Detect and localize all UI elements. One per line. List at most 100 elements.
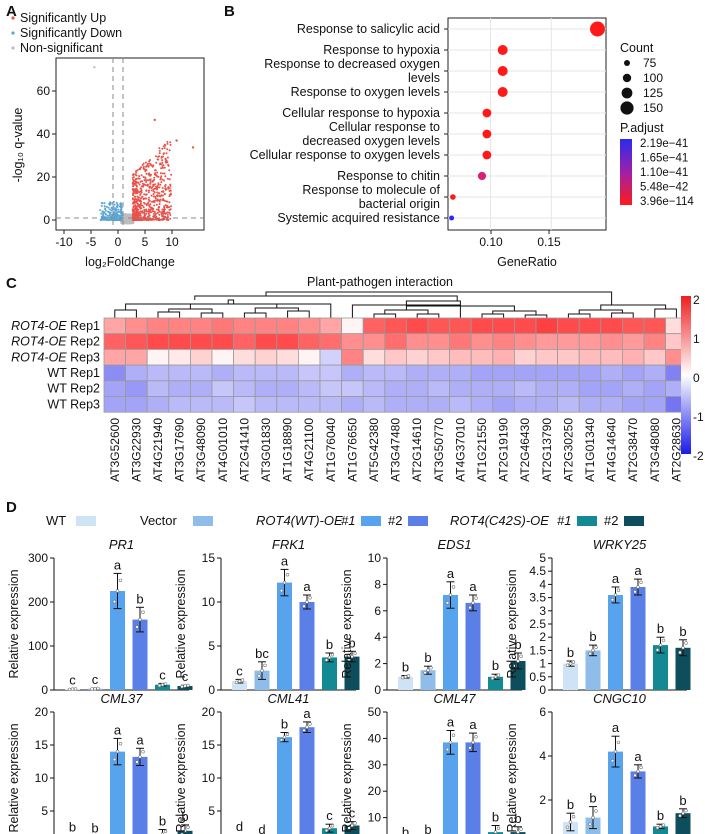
up-point: [135, 206, 138, 209]
heatmap-cell: [449, 364, 472, 382]
heatmap-cell: [297, 396, 321, 413]
y-tick: 0: [43, 213, 50, 227]
up-point: [138, 177, 141, 180]
y-tick-label: 5: [208, 804, 215, 818]
up-point: [164, 193, 166, 196]
up-point: [169, 192, 172, 195]
heatmap-cell: [233, 380, 256, 397]
panel-label-b: B: [224, 3, 235, 20]
heatmap-cell: [211, 380, 235, 397]
up-point: [163, 166, 166, 169]
replicate-dot: [279, 588, 284, 593]
heatmap-cell: [168, 396, 191, 413]
heatmap-cell: [470, 333, 494, 350]
down-point: [105, 218, 108, 221]
heatmap-row-label: WT Rep2: [47, 382, 100, 396]
term-label: Cellular response to: [329, 120, 440, 134]
heatmap-cell: [319, 380, 343, 397]
down-point: [120, 208, 123, 211]
y-tick-label: 0.5: [529, 670, 546, 684]
y-tick-label: 6: [539, 705, 546, 719]
replicate-dot: [681, 646, 685, 650]
up-point: [162, 215, 165, 218]
up-point: [147, 165, 150, 168]
significance-letter: c: [326, 808, 333, 823]
replicate-dot: [115, 749, 120, 754]
heatmap-col-label: AT4G14640: [605, 418, 619, 482]
heatmap-cell: [427, 380, 451, 397]
down-point: [120, 212, 122, 215]
volcano-y-ticks: 0 20 40 60: [37, 84, 56, 227]
significance-letter: c: [349, 806, 356, 821]
replicate-dot: [591, 648, 595, 653]
count-legend-dot: [624, 60, 630, 66]
significance-letter: a: [114, 722, 122, 737]
term-dot: [497, 66, 508, 76]
up-point: [168, 201, 171, 204]
heatmap-cell: [492, 396, 515, 413]
heatmap-cell: [146, 364, 170, 382]
heatmap-cell: [189, 317, 213, 335]
up-point: [167, 187, 170, 190]
dotplot-x-ticks: 0.10 0.15: [479, 230, 561, 249]
up-point: [160, 175, 163, 178]
significance-letter: b: [679, 624, 686, 639]
y-tick-label: 2.5: [529, 617, 546, 631]
y-tick: 20: [37, 170, 51, 184]
up-point: [148, 196, 150, 199]
ns-point: [127, 221, 130, 224]
heatmap-col-label: AT1G01340: [583, 418, 597, 482]
legend-vector-swatch: [193, 516, 213, 526]
up-point: [139, 180, 142, 183]
replicate-dot: [157, 683, 162, 688]
dendrogram-branch: [287, 310, 310, 318]
up-point: [161, 214, 164, 217]
significance-letter: b: [281, 717, 288, 732]
replicate-dot: [474, 735, 478, 739]
replicate-dot: [474, 596, 478, 600]
down-point: [102, 218, 105, 221]
replicate-dot: [471, 740, 475, 745]
heatmap-cell: [514, 364, 537, 382]
significance-letter: a: [447, 566, 455, 581]
term-label: Response to decreased oxygen: [264, 57, 440, 71]
heatmap-cell: [189, 333, 213, 350]
up-point: [158, 203, 161, 205]
up-point: [147, 213, 150, 215]
up-point: [154, 218, 156, 221]
up-point: [158, 199, 161, 202]
down-point: [104, 207, 107, 210]
down-point: [99, 209, 102, 212]
up-point: [161, 172, 164, 175]
bar: [608, 595, 623, 690]
heatmap-cell: [600, 396, 623, 413]
down-point: [104, 213, 107, 216]
heatmap-cell: [514, 396, 537, 413]
term-dot: [482, 129, 492, 139]
down-point: [104, 209, 107, 212]
up-point: [148, 189, 150, 192]
replicate-dot: [468, 746, 472, 750]
dotplot-gridlines: [448, 18, 606, 230]
heatmap-cell: [405, 348, 429, 366]
replicate-dot: [180, 684, 184, 689]
legend-ns-marker: [11, 46, 15, 50]
heatmap-cell: [643, 333, 667, 350]
down-point: [100, 218, 103, 221]
panel-label-a: A: [6, 3, 17, 20]
significance-letter: b: [402, 660, 409, 675]
heatmap-cell: [233, 364, 256, 382]
down-point: [116, 206, 119, 209]
heatmap-cell: [578, 396, 602, 413]
heatmap-cell: [600, 333, 623, 350]
up-point: [162, 155, 164, 158]
up-point: [142, 184, 145, 187]
replicate-dot: [353, 651, 357, 656]
up-point: [151, 200, 153, 203]
up-point: [159, 176, 162, 179]
replicate-dot: [613, 593, 618, 597]
significance-letter: b: [567, 797, 574, 812]
dendrogram-branch: [416, 313, 440, 318]
bar-panel-gene: WRKY25: [593, 537, 647, 552]
